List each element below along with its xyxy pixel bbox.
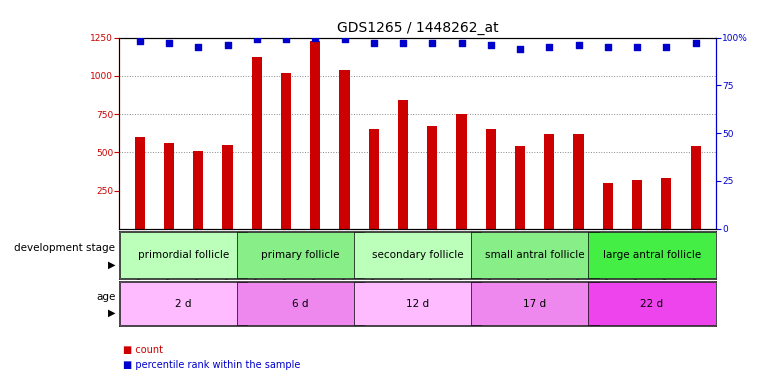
Bar	[486, 129, 496, 229]
Bar	[354, 282, 481, 326]
Text: 17 d: 17 d	[523, 299, 546, 309]
Bar	[603, 183, 613, 229]
Point	[426, 40, 438, 46]
Bar	[471, 232, 598, 278]
Text: ▶: ▶	[108, 260, 116, 270]
Text: ■ count: ■ count	[123, 345, 163, 355]
Point	[455, 40, 467, 46]
Bar	[120, 232, 247, 278]
Bar	[252, 57, 262, 229]
Point	[484, 42, 497, 48]
Bar	[632, 180, 642, 229]
Text: ■ percentile rank within the sample: ■ percentile rank within the sample	[123, 360, 300, 370]
Point	[134, 38, 146, 44]
Bar	[574, 134, 584, 229]
Point	[631, 44, 643, 50]
Bar	[340, 70, 350, 229]
Bar	[354, 232, 481, 278]
Bar	[588, 232, 715, 278]
Point	[601, 44, 614, 50]
Bar	[135, 137, 145, 229]
Point	[310, 34, 322, 40]
Bar	[164, 143, 174, 229]
Bar	[369, 129, 379, 229]
Bar	[544, 134, 554, 229]
Point	[543, 44, 555, 50]
Point	[192, 44, 205, 50]
Point	[222, 42, 234, 48]
Point	[660, 44, 672, 50]
Bar	[471, 282, 598, 326]
Text: 2 d: 2 d	[176, 299, 192, 309]
Point	[689, 40, 701, 46]
Point	[572, 42, 584, 48]
Bar	[193, 151, 203, 229]
Bar	[427, 126, 437, 229]
Point	[163, 40, 176, 46]
Text: age: age	[96, 292, 116, 302]
Point	[251, 36, 263, 42]
Title: GDS1265 / 1448262_at: GDS1265 / 1448262_at	[337, 21, 498, 35]
Point	[514, 46, 526, 52]
Bar	[281, 73, 291, 229]
Text: primordial follicle: primordial follicle	[138, 250, 229, 260]
Bar	[310, 40, 320, 229]
Text: 12 d: 12 d	[406, 299, 430, 309]
Bar	[588, 282, 715, 326]
Text: secondary follicle: secondary follicle	[372, 250, 464, 260]
Bar	[457, 114, 467, 229]
Point	[280, 36, 293, 42]
Text: primary follicle: primary follicle	[262, 250, 340, 260]
Point	[397, 40, 410, 46]
Text: ▶: ▶	[108, 308, 116, 318]
Text: 6 d: 6 d	[293, 299, 309, 309]
Bar	[223, 145, 233, 229]
Text: small antral follicle: small antral follicle	[485, 250, 584, 260]
Bar	[661, 178, 671, 229]
Point	[339, 36, 351, 42]
Text: large antral follicle: large antral follicle	[603, 250, 701, 260]
Point	[368, 40, 380, 46]
Bar	[398, 100, 408, 229]
Bar	[237, 232, 364, 278]
Text: development stage: development stage	[15, 243, 116, 253]
Bar	[691, 146, 701, 229]
Bar	[237, 282, 364, 326]
Bar	[515, 146, 525, 229]
Bar	[120, 282, 247, 326]
Text: 22 d: 22 d	[640, 299, 663, 309]
